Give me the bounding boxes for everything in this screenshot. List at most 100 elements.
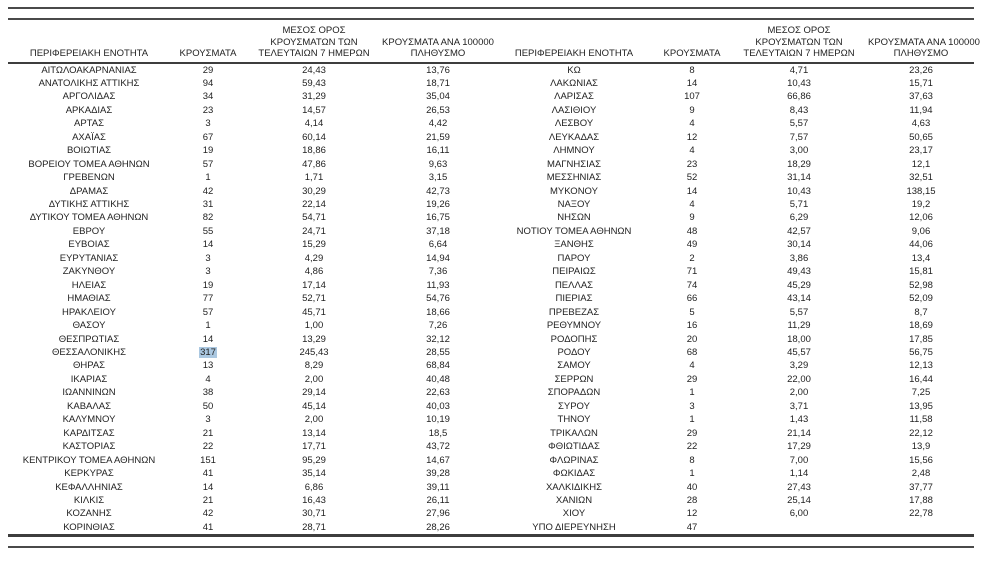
cell-cases-right: 4 <box>689 145 695 157</box>
cell-per-100k-right: 12,13 <box>909 360 933 372</box>
cell-avg-7day-left: 2,00 <box>304 373 324 385</box>
cell-avg-7day-left: 245,43 <box>299 347 329 359</box>
cell-per-100k-left: 28,26 <box>426 521 450 533</box>
column-header-regional-unit-right: ΠΕΡΙΦΕΡΕΙΑΚΗ ΕΝΟΤΗΤΑ <box>494 20 654 64</box>
cell-avg-7day-left: 60,14 <box>302 131 326 143</box>
cell-regional-unit-left: ΖΑΚΥΝΘΟΥ <box>62 266 116 278</box>
cell-avg-7day-right: 18,00 <box>787 333 811 345</box>
cell-regional-unit-left: ΑΡΤΑΣ <box>74 118 104 130</box>
cell-per-100k-left: 27,96 <box>426 508 450 520</box>
table-row: ΚΕΦΑΛΛΗΝΙΑΣ 14 6,86 39,11 ΧΑΛΚΙΔΙΚΗΣ 40 27,43 3… <box>8 481 974 494</box>
cell-cases-left: 21 <box>202 495 214 506</box>
cell-cases-right: 29 <box>686 427 698 439</box>
cell-cases-right: 3 <box>689 400 695 412</box>
cell-per-100k-left: 16,11 <box>426 145 450 157</box>
cases-by-regional-unit-table: ΠΕΡΙΦΕΡΕΙΑΚΗ ΕΝΟΤΗΤΑ ΚΡΟΥΣΜΑΤΑ ΜΕΣΟΣ ΟΡΟΣ Κ… <box>8 20 980 534</box>
cell-cases-right: 23 <box>686 158 698 170</box>
cell-per-100k-right: 4,63 <box>911 118 931 130</box>
cell-avg-7day-right: 6,29 <box>789 212 809 224</box>
cell-regional-unit-left: ΚΟΖΑΝΗΣ <box>66 508 112 520</box>
cell-regional-unit-right: ΤΗΝΟΥ <box>557 414 591 426</box>
cell-avg-7day-left: 52,71 <box>302 293 326 305</box>
cell-regional-unit-left: ΗΜΑΘΙΑΣ <box>67 293 111 305</box>
cell-cases-right: 47 <box>686 521 698 533</box>
cell-per-100k-left: 22,63 <box>426 387 450 399</box>
cell-cases-right: 28 <box>686 495 698 506</box>
cell-per-100k-right: 50,65 <box>909 131 933 143</box>
cell-cases-left: 14 <box>202 333 214 345</box>
cell-regional-unit-left: ΘΕΣΠΡΩΤΙΑΣ <box>58 333 120 345</box>
cell-avg-7day-left: 22,14 <box>302 199 326 211</box>
cell-regional-unit-right: ΠΙΕΡΙΑΣ <box>555 293 593 305</box>
cell-regional-unit-right: ΡΟΔΟΥ <box>557 347 591 359</box>
column-header-per-100k-right: ΚΡΟΥΣΜΑΤΑ ΑΝΑ 100000 ΠΛΗΘΥΣΜΟ <box>868 20 980 64</box>
cell-cases-left: 14 <box>202 481 214 493</box>
cell-regional-unit-left: ΒΟΙΩΤΙΑΣ <box>66 145 112 157</box>
cell-avg-7day-left: 2,00 <box>304 414 324 426</box>
cell-cases-right: 9 <box>689 212 695 224</box>
column-header-avg-7day-left: ΜΕΣΟΣ ΟΡΟΣ ΚΡΟΥΣΜΑΤΩΝ ΤΩΝ ΤΕΛΕΥΤΑΙΩΝ 7 ΗΜΕ… <box>246 20 382 64</box>
cell-cases-left: 77 <box>202 293 214 305</box>
cell-cases-left: 14 <box>202 239 214 251</box>
table-row: ΗΜΑΘΙΑΣ 77 52,71 54,76 ΠΙΕΡΙΑΣ 66 43,14 52,09 <box>8 292 974 305</box>
cell-per-100k-left: 7,26 <box>428 320 448 332</box>
cell-cases-right: 107 <box>684 91 700 103</box>
table-row: ΚΙΛΚΙΣ 21 16,43 26,11 ΧΑΝΙΩΝ 28 25,14 17,88 <box>8 494 974 507</box>
cell-cases-right: 12 <box>686 131 698 143</box>
cell-avg-7day-right: 4,71 <box>789 64 809 76</box>
cell-avg-7day-left: 17,71 <box>302 441 326 453</box>
cell-cases-right: 40 <box>686 481 698 493</box>
cell-avg-7day-left: 17,14 <box>302 279 326 291</box>
cell-regional-unit-left: ΗΛΕΙΑΣ <box>71 279 107 291</box>
cell-regional-unit-right: ΧΑΝΙΩΝ <box>555 495 593 506</box>
cell-regional-unit-right: ΝΟΤΙΟΥ ΤΟΜΕΑ ΑΘΗΝΩΝ <box>516 225 632 237</box>
cell-cases-right: 1 <box>689 468 695 480</box>
table-row: ΑΡΚΑΔΙΑΣ 23 14,57 26,53 ΛΑΣΙΘΙΟΥ 9 8,43 11,94 <box>8 104 974 117</box>
cell-cases-right: 49 <box>686 239 698 251</box>
cell-cases-right: 22 <box>686 441 698 453</box>
cell-cases-left: 42 <box>202 185 214 197</box>
table-row: ΚΑΣΤΟΡΙΑΣ 22 17,71 43,72 ΦΘΙΩΤΙΔΑΣ 22 17,29 13,… <box>8 440 974 453</box>
cell-regional-unit-right: ΜΥΚΟΝΟΥ <box>550 185 598 197</box>
cell-regional-unit-right: ΠΡΕΒΕΖΑΣ <box>548 306 600 318</box>
table-row: ΚΑΡΔΙΤΣΑΣ 21 13,14 18,5 ΤΡΙΚΑΛΩΝ 29 21,14 22,12 <box>8 427 974 440</box>
cell-avg-7day-left: 8,29 <box>304 360 324 372</box>
column-header-avg-7day-right: ΜΕΣΟΣ ΟΡΟΣ ΚΡΟΥΣΜΑΤΩΝ ΤΩΝ ΤΕΛΕΥΤΑΙΩΝ 7 ΗΜΕ… <box>730 20 868 64</box>
cell-avg-7day-right: 22,00 <box>787 373 811 385</box>
cell-regional-unit-left: ΚΑΛΥΜΝΟΥ <box>62 414 116 426</box>
cell-regional-unit-right: ΚΩ <box>567 64 581 76</box>
cell-per-100k-left: 14,94 <box>426 252 450 264</box>
cell-per-100k-left: 68,84 <box>426 360 450 372</box>
cell-per-100k-left: 18,66 <box>426 306 450 318</box>
cell-avg-7day-left: 4,86 <box>304 266 324 278</box>
cell-regional-unit-right: ΛΗΜΝΟΥ <box>553 145 595 157</box>
cell-regional-unit-left: ΗΡΑΚΛΕΙΟΥ <box>62 306 116 318</box>
cell-avg-7day-right: 11,29 <box>787 320 811 332</box>
cell-regional-unit-left: ΑΝΑΤΟΛΙΚΗΣ ΑΤΤΙΚΗΣ <box>38 77 140 89</box>
cell-per-100k-right: 19,2 <box>911 199 931 211</box>
cell-per-100k-right: 17,85 <box>909 333 933 345</box>
cell-regional-unit-left: ΚΟΡΙΝΘΙΑΣ <box>63 521 115 533</box>
cell-cases-left: 38 <box>202 387 214 399</box>
cell-regional-unit-left: ΔΥΤΙΚΗΣ ΑΤΤΙΚΗΣ <box>48 199 130 211</box>
cell-per-100k-left: 40,48 <box>426 373 450 385</box>
table-row: ΙΚΑΡΙΑΣ 4 2,00 40,48 ΣΕΡΡΩΝ 29 22,00 16,44 <box>8 373 974 386</box>
cell-regional-unit-right: ΛΑΣΙΘΙΟΥ <box>551 104 597 116</box>
cell-cases-right: 1 <box>689 414 695 426</box>
table-row: ΚΑΛΥΜΝΟΥ 3 2,00 10,19 ΤΗΝΟΥ 1 1,43 11,58 <box>8 413 974 426</box>
cell-per-100k-left: 42,73 <box>426 185 450 197</box>
cell-cases-left: 23 <box>202 104 214 116</box>
table-row: ΘΗΡΑΣ 13 8,29 68,84 ΣΑΜΟΥ 4 3,29 12,13 <box>8 359 974 372</box>
table-row: ΚΟΖΑΝΗΣ 42 30,71 27,96 ΧΙΟΥ 12 6,00 22,78 <box>8 507 974 520</box>
cell-per-100k-left: 32,12 <box>426 333 450 345</box>
cell-regional-unit-right: ΦΛΩΡΙΝΑΣ <box>549 454 599 466</box>
cell-avg-7day-left: 29,14 <box>302 387 326 399</box>
cell-regional-unit-right: ΝΑΞΟΥ <box>557 199 591 211</box>
cell-avg-7day-left: 18,86 <box>302 145 326 157</box>
cell-avg-7day-left: 16,43 <box>302 495 326 506</box>
cell-regional-unit-left: ΘΗΡΑΣ <box>72 360 106 372</box>
cell-cases-right: 12 <box>686 508 698 520</box>
cell-cases-left: 21 <box>202 427 214 439</box>
table-header: ΠΕΡΙΦΕΡΕΙΑΚΗ ΕΝΟΤΗΤΑ ΚΡΟΥΣΜΑΤΑ ΜΕΣΟΣ ΟΡΟΣ Κ… <box>8 20 980 64</box>
cell-per-100k-right: 56,75 <box>909 347 933 359</box>
